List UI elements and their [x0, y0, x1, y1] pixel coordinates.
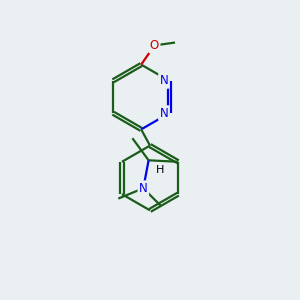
Text: H: H: [156, 165, 164, 175]
Text: O: O: [150, 39, 159, 52]
Text: N: N: [139, 182, 148, 195]
Text: N: N: [160, 74, 168, 87]
Text: N: N: [160, 107, 168, 120]
